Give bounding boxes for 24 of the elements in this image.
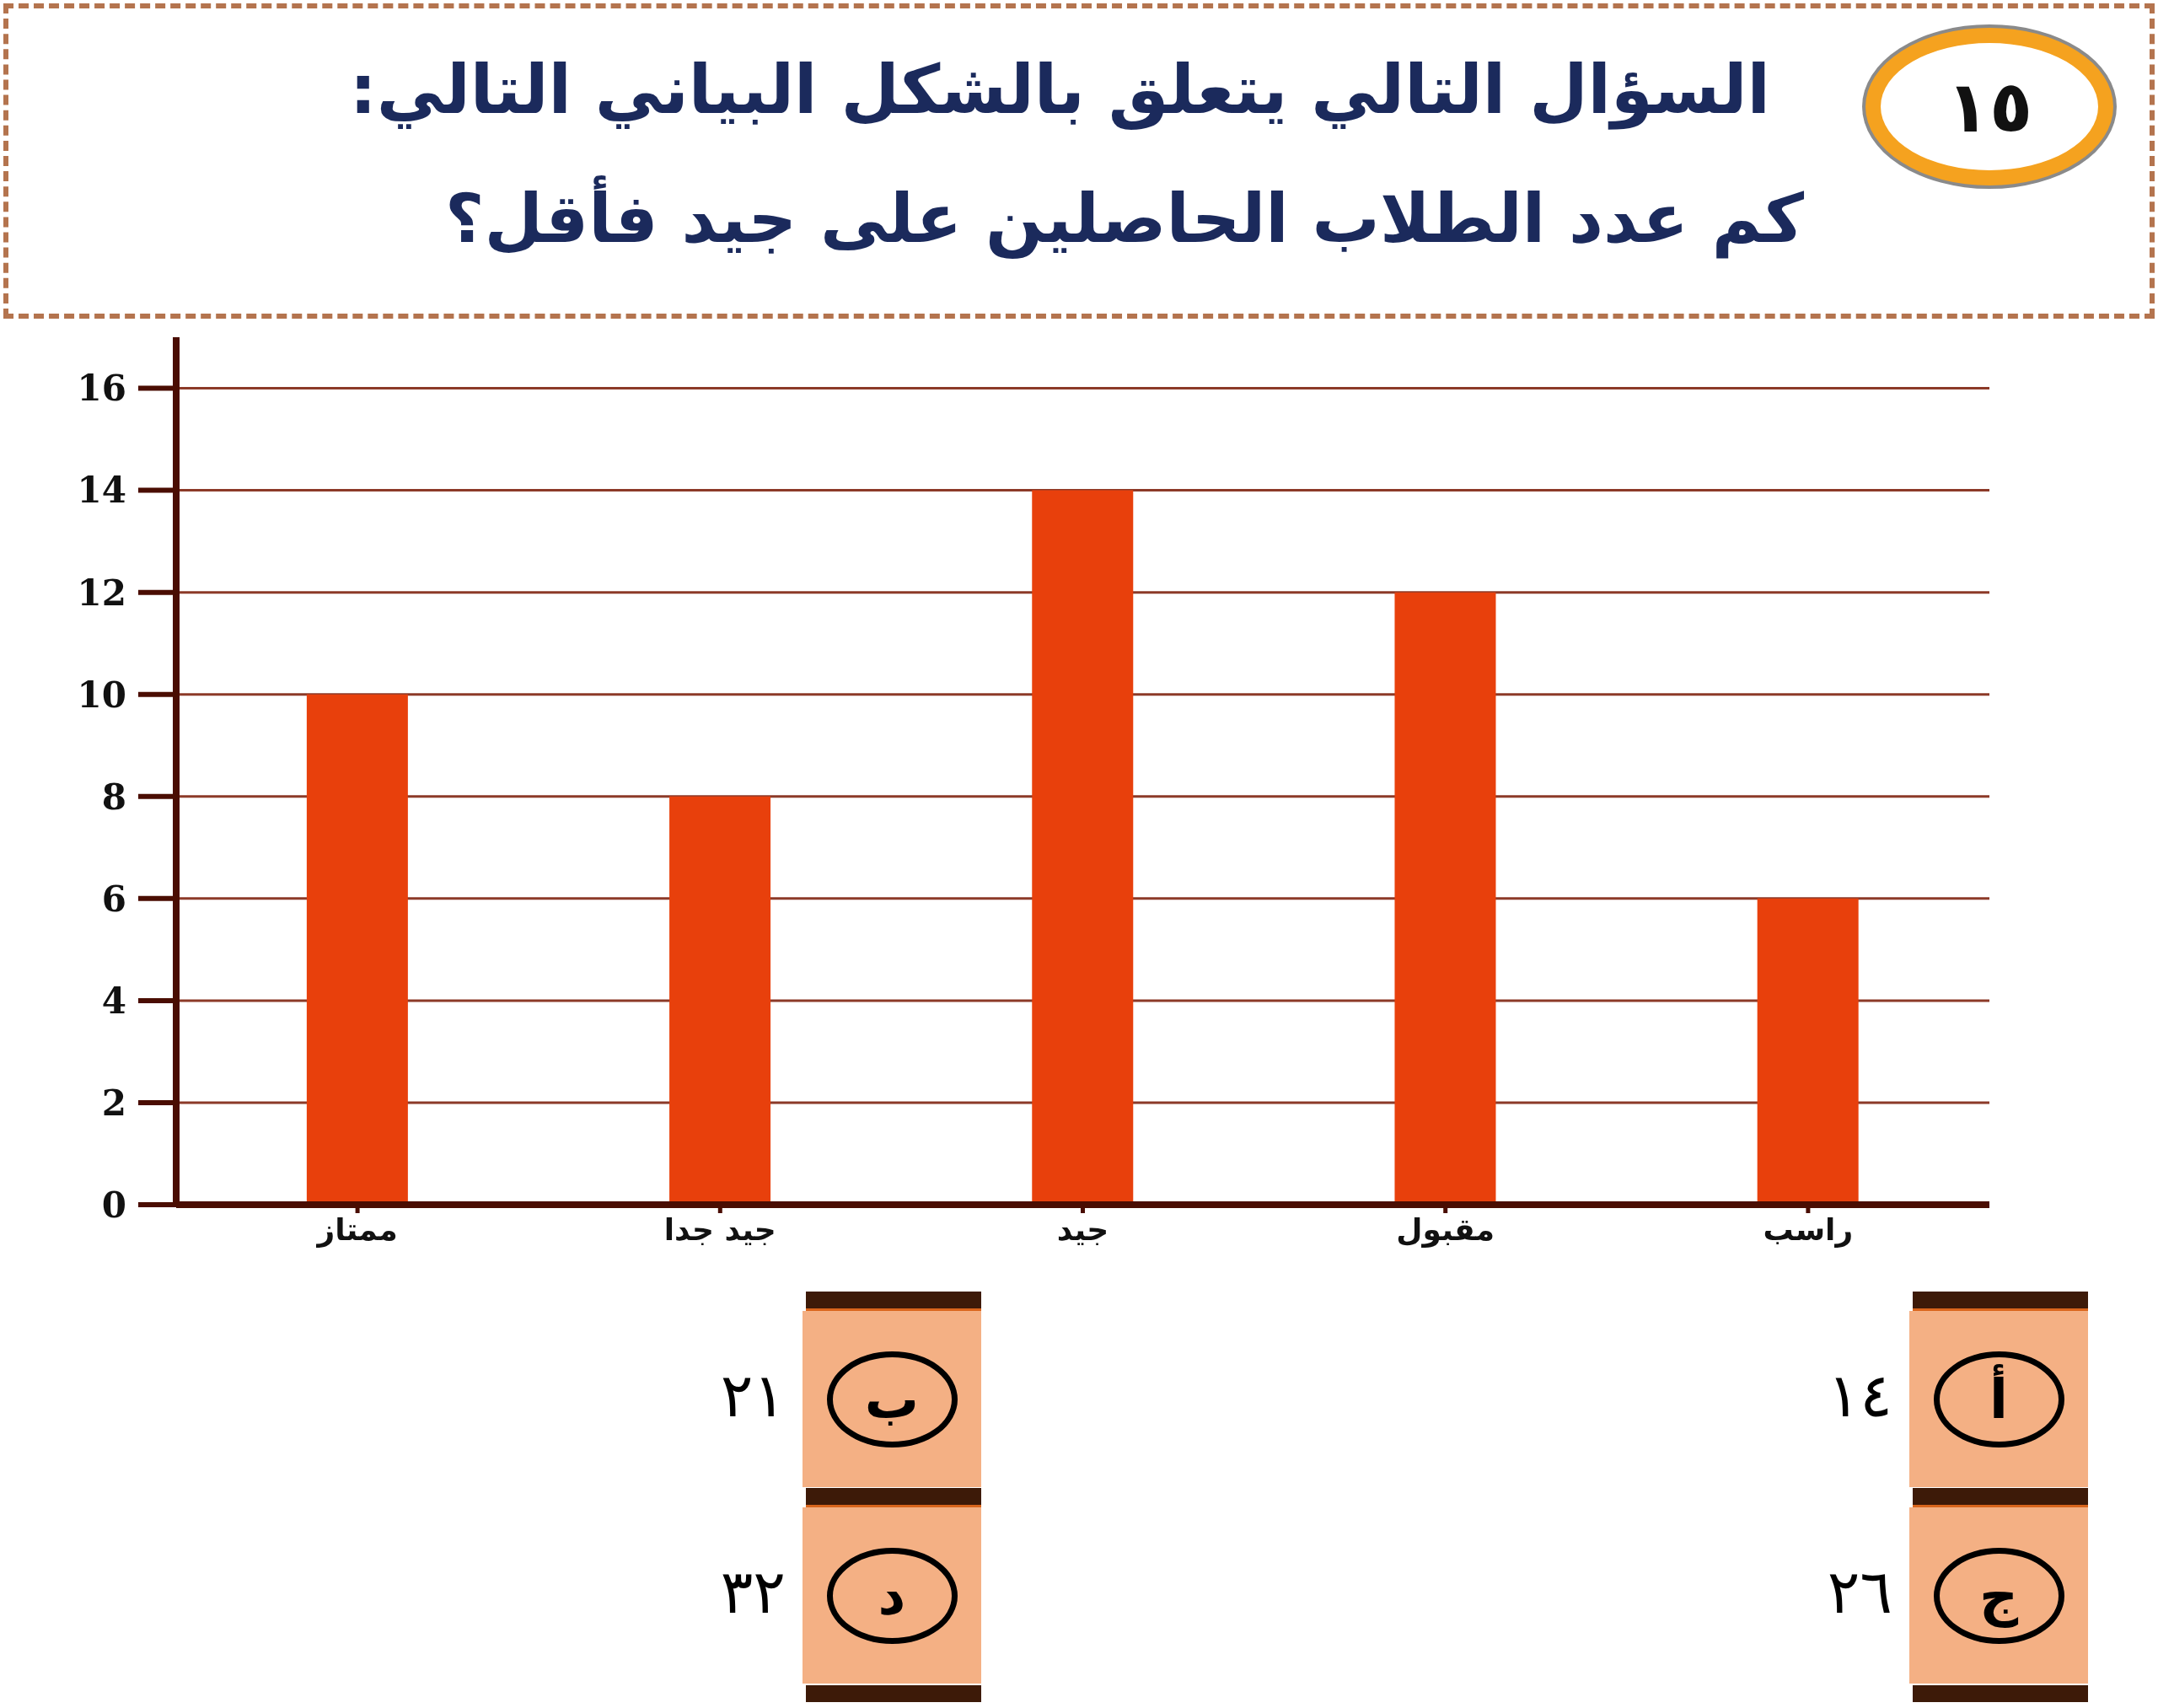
y-tick-label: 16 <box>77 368 126 410</box>
x-tick-label: جيد <box>1056 1211 1109 1247</box>
x-tick-label: جيد جدا <box>663 1211 776 1247</box>
text: ٣٢ <box>720 1555 786 1629</box>
y-tick-label: 0 <box>101 1184 126 1226</box>
y-tick-label: 12 <box>77 572 126 614</box>
x-tick-label: ممتاز <box>315 1211 398 1248</box>
y-tick-label: 10 <box>77 674 126 716</box>
x-tick-label: راسب <box>1763 1211 1854 1248</box>
y-tick-label: 4 <box>101 980 126 1022</box>
answer-tile: ج <box>1909 1507 2088 1684</box>
y-tick-label: 14 <box>77 470 126 512</box>
y-tick-label: 2 <box>101 1082 126 1124</box>
chart-title: السؤال التالي يتعلق بالشكل البياني التالي: <box>349 50 1770 132</box>
y-tick-label: 8 <box>101 776 126 818</box>
x-tick-label: مقبول <box>1396 1211 1495 1248</box>
chart-subtitle: كم عدد الطلاب الحاصلين على جيد فأقل؟ <box>445 175 1804 260</box>
text: ١٤ <box>1827 1359 1892 1432</box>
y-tick-label: 6 <box>101 878 126 920</box>
text: ٢٦ <box>1827 1555 1892 1629</box>
text: ٢١ <box>720 1359 786 1432</box>
answer-tile: أ <box>1909 1311 2088 1487</box>
answer-tile: د <box>803 1507 981 1684</box>
answer-tile: ب <box>803 1311 981 1487</box>
